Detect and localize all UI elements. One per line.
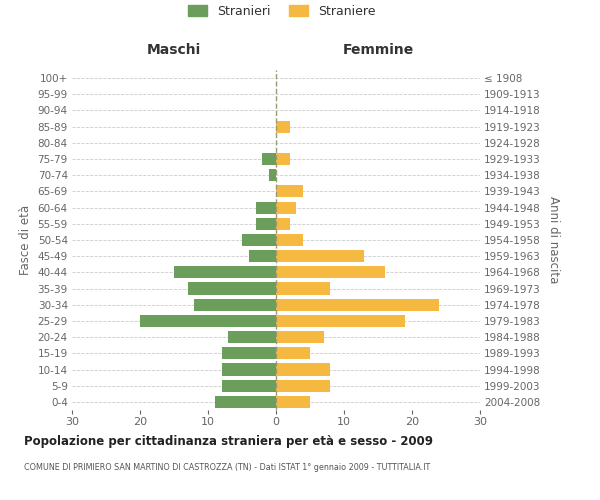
Bar (215, 396, 276, 408)
Y-axis label: Fasce di età: Fasce di età (19, 205, 32, 275)
Bar (269, 169, 276, 181)
Text: Popolazione per cittadinanza straniera per età e sesso - 2009: Popolazione per cittadinanza straniera p… (24, 435, 433, 448)
Bar (276, 250, 364, 262)
Bar (256, 202, 276, 213)
Bar (276, 202, 296, 213)
Bar (276, 380, 331, 392)
Bar (256, 218, 276, 230)
Legend: Stranieri, Straniere: Stranieri, Straniere (184, 0, 380, 23)
Text: Maschi: Maschi (147, 43, 201, 57)
Text: COMUNE DI PRIMIERO SAN MARTINO DI CASTROZZA (TN) - Dati ISTAT 1° gennaio 2009 - : COMUNE DI PRIMIERO SAN MARTINO DI CASTRO… (24, 462, 430, 471)
Bar (174, 266, 276, 278)
Bar (249, 250, 276, 262)
Bar (276, 315, 405, 327)
Bar (262, 153, 276, 165)
Bar (276, 186, 303, 198)
Bar (276, 234, 303, 246)
Bar (276, 298, 439, 311)
Bar (221, 380, 276, 392)
Bar (276, 266, 385, 278)
Y-axis label: Anni di nascita: Anni di nascita (547, 196, 560, 284)
Bar (188, 282, 276, 294)
Text: Femmine: Femmine (343, 43, 413, 57)
Bar (276, 364, 331, 376)
Bar (276, 153, 290, 165)
Bar (276, 396, 310, 408)
Bar (140, 315, 276, 327)
Bar (276, 331, 323, 343)
Bar (276, 120, 290, 132)
Bar (242, 234, 276, 246)
Bar (221, 364, 276, 376)
Bar (229, 331, 276, 343)
Bar (221, 348, 276, 360)
Bar (276, 282, 331, 294)
Bar (276, 348, 310, 360)
Bar (194, 298, 276, 311)
Bar (276, 218, 290, 230)
